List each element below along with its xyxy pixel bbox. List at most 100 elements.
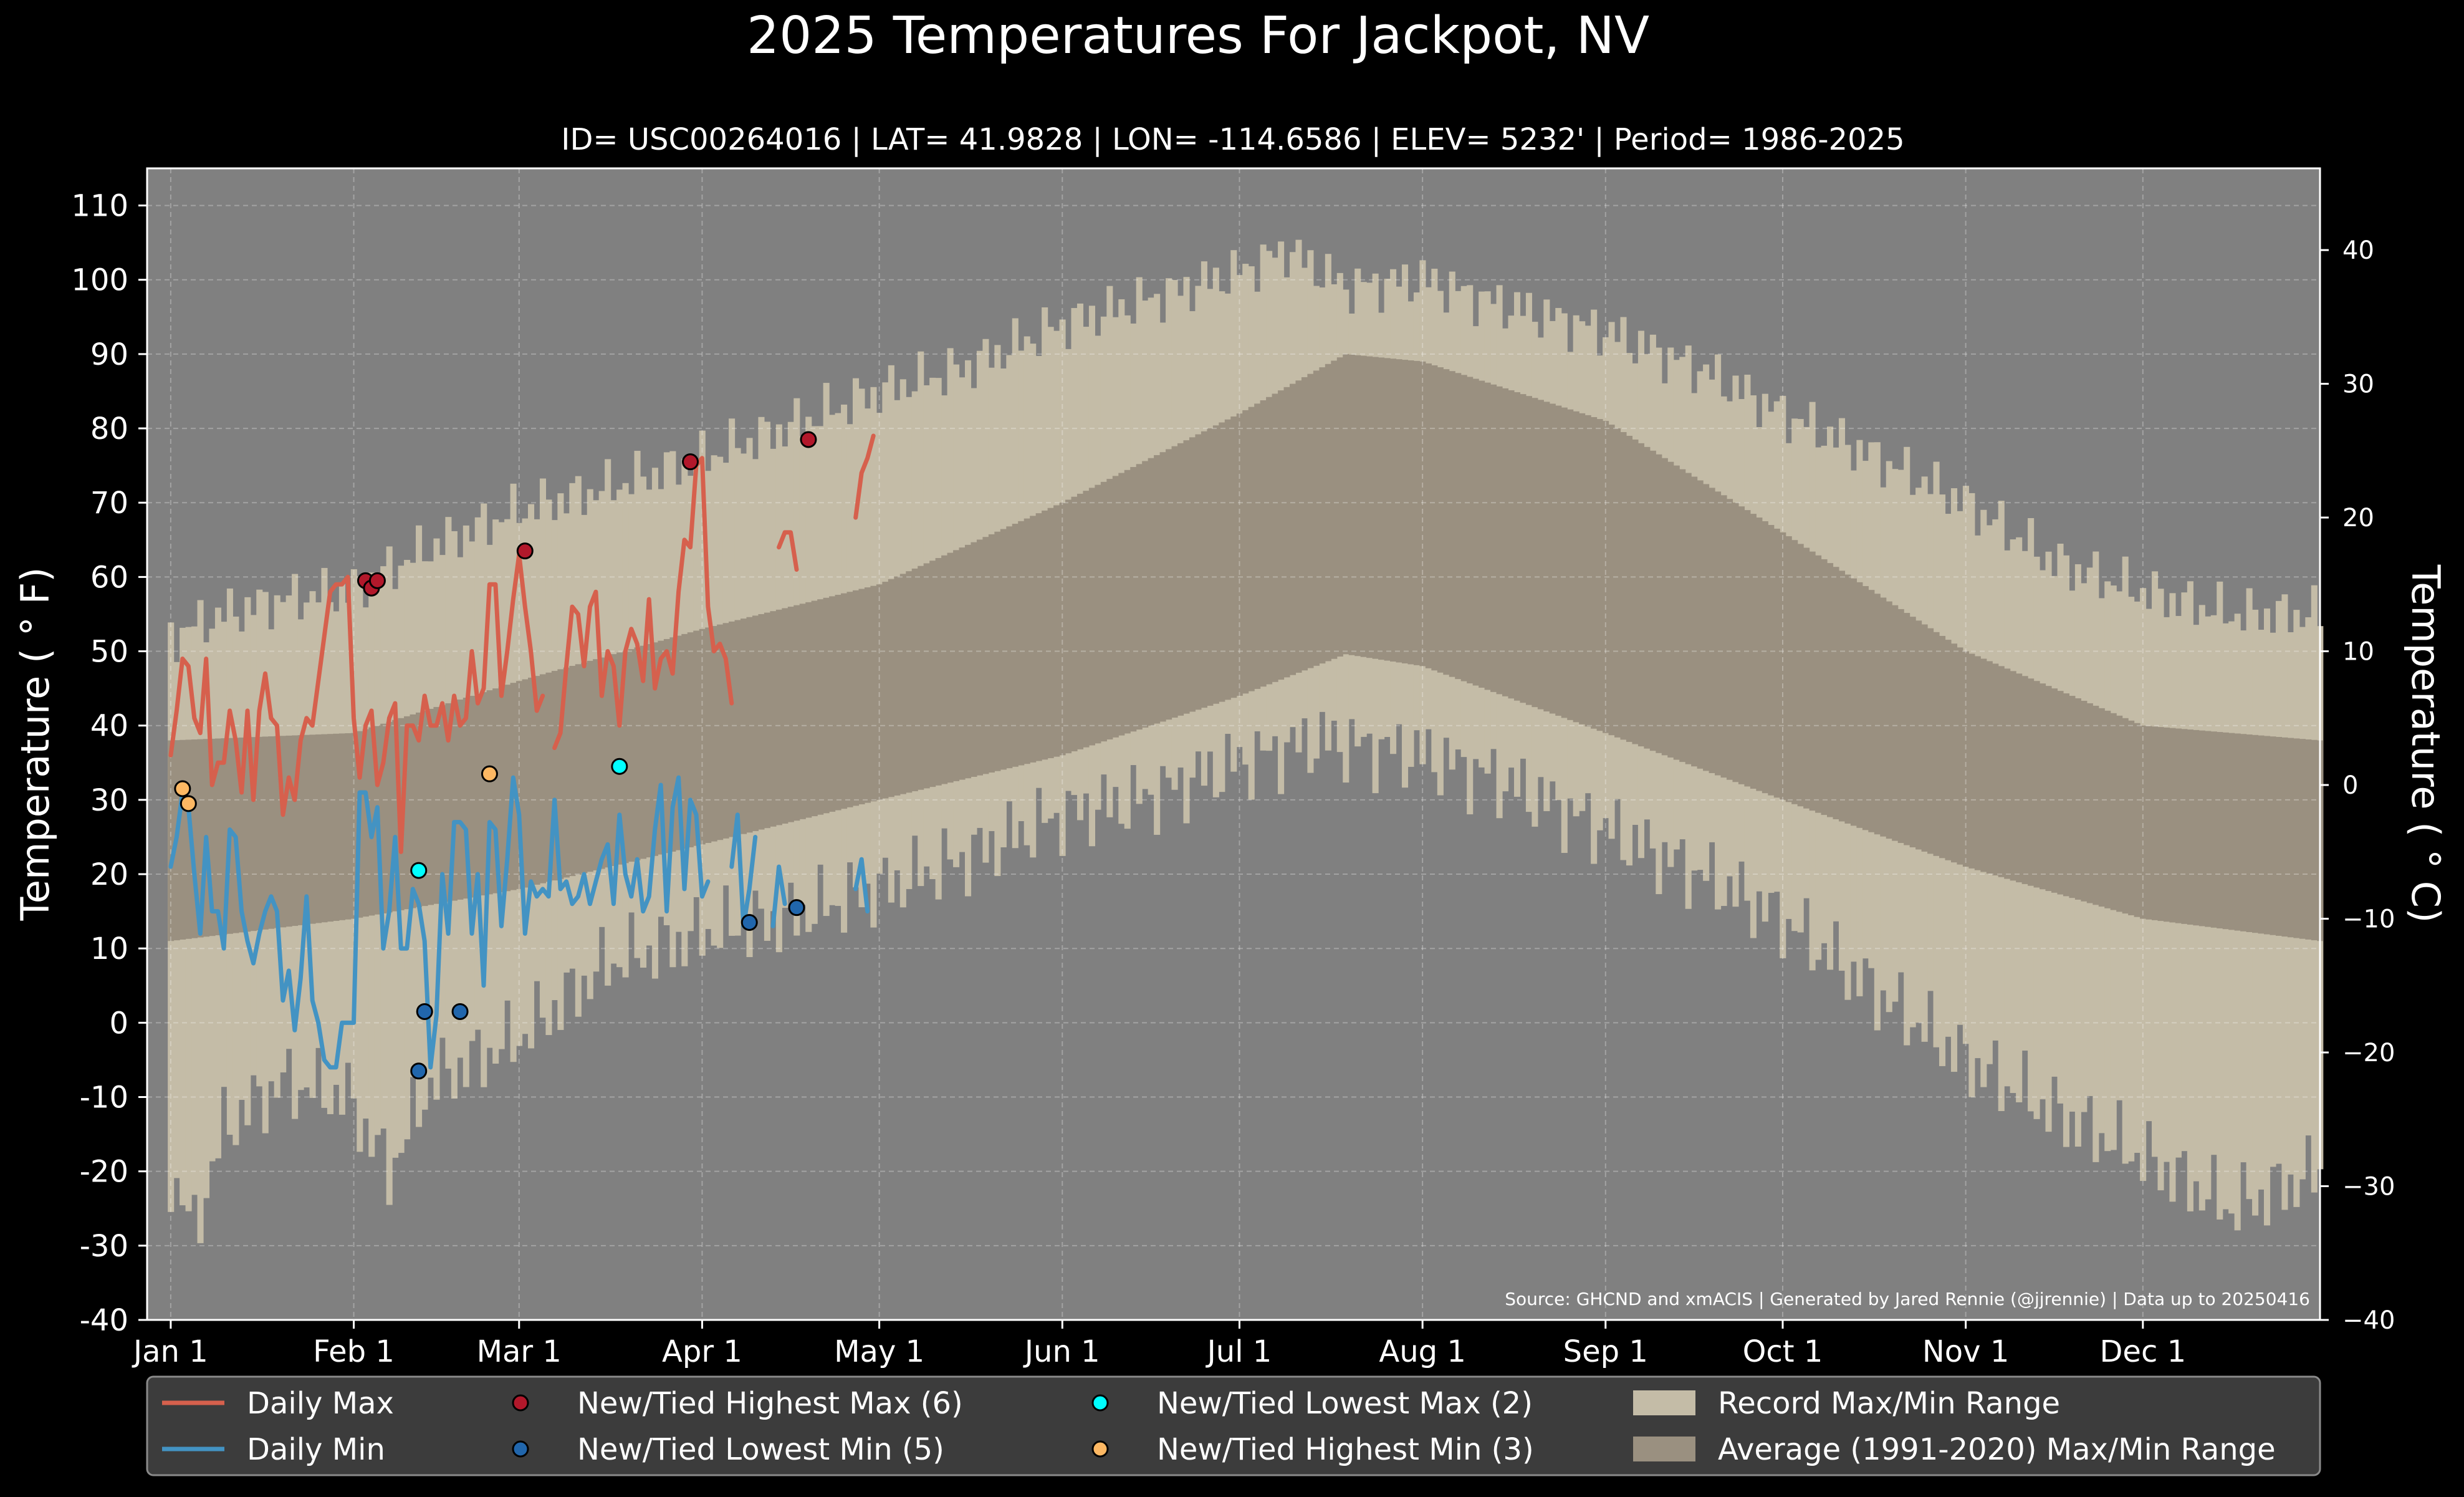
normal-range-bar	[1212, 425, 1219, 704]
normal-range-bar	[1006, 526, 1013, 769]
normal-range-bar	[2210, 731, 2217, 928]
normal-range-bar	[1183, 440, 1190, 714]
normal-range-bar	[410, 714, 416, 908]
normal-range-bar	[1803, 547, 1810, 809]
normal-range-bar	[1637, 443, 1644, 747]
legend-label: Record Max/Min Range	[1718, 1386, 2060, 1421]
legend-label: Daily Max	[247, 1386, 394, 1421]
normal-range-bar	[1591, 416, 1598, 729]
chart-title: 2025 Temperatures For Jackpot, NV	[747, 6, 1649, 65]
normal-range-bar	[2222, 732, 2229, 930]
record-marker	[611, 758, 628, 775]
y-tick-label: -40	[80, 1303, 128, 1338]
normal-range-bar	[2057, 691, 2064, 895]
normal-range-bar	[557, 669, 564, 879]
normal-range-bar	[775, 609, 782, 826]
normal-range-bar	[1738, 506, 1745, 784]
record-marker	[481, 765, 498, 782]
legend-label: New/Tied Highest Min (3)	[1157, 1432, 1534, 1467]
normal-range-bar	[2175, 728, 2182, 923]
daily-max-line	[168, 552, 545, 854]
legend-dot-swatch	[1091, 1440, 1109, 1458]
normal-range-bar	[640, 645, 647, 859]
normal-range-bar	[1472, 378, 1479, 686]
normal-range-bar	[516, 681, 523, 889]
normal-range-bar	[734, 620, 741, 836]
normal-range-bar	[214, 738, 222, 936]
normal-range-bar	[2134, 723, 2140, 917]
normal-range-bar	[1289, 383, 1297, 675]
normal-range-bar	[1236, 413, 1243, 696]
legend-patch-swatch	[1633, 1437, 1695, 1461]
normal-range-bar	[304, 734, 310, 925]
normal-range-bar	[362, 729, 369, 917]
normal-range-bar	[2193, 729, 2200, 926]
normal-range-bar	[1844, 574, 1851, 824]
y-tick-label: 110	[71, 189, 128, 224]
normal-range-bar	[345, 733, 352, 920]
normal-range-bar	[1124, 469, 1131, 734]
normal-range-bar	[2258, 735, 2265, 934]
legend-label: New/Tied Lowest Min (5)	[577, 1432, 944, 1467]
normal-range-bar	[1827, 563, 1834, 817]
normal-range-bar	[2128, 720, 2135, 915]
normal-range-bar	[563, 667, 570, 878]
normal-range-bar	[2270, 736, 2276, 935]
normal-range-bar	[1278, 390, 1285, 680]
normal-range-bar	[2063, 693, 2070, 897]
normal-range-bar	[846, 592, 853, 807]
normal-range-bar	[1396, 359, 1402, 663]
normal-range-bar	[1626, 435, 1633, 742]
y-tick-label: 0	[109, 1006, 128, 1041]
source-note: Source: GHCND and xmACIS | Generated by …	[1505, 1289, 2310, 1309]
normal-range-bar	[959, 547, 966, 780]
x-tick-label: Jan 1	[132, 1334, 208, 1369]
normal-range-bar	[262, 736, 269, 930]
normal-range-bar	[746, 617, 753, 833]
normal-range-bar	[675, 635, 682, 850]
normal-range-bar	[1431, 365, 1438, 671]
normal-range-bar	[280, 736, 287, 928]
normal-range-bar	[1272, 393, 1278, 682]
normal-range-bar	[1726, 499, 1733, 780]
normal-range-bar	[864, 587, 871, 803]
normal-range-bar	[817, 599, 824, 815]
normal-range-bar	[598, 657, 605, 869]
normal-range-bar	[1313, 370, 1320, 666]
normal-range-bar	[1880, 597, 1887, 837]
normal-range-bar	[2157, 727, 2164, 922]
normal-range-bar	[1413, 360, 1420, 665]
normal-range-bar	[1307, 373, 1314, 668]
y-tick-label-celsius: −10	[2342, 905, 2395, 934]
normal-range-bar	[1242, 410, 1249, 694]
normal-range-bar	[1136, 464, 1143, 730]
normal-range-bar	[605, 655, 611, 868]
normal-range-bar	[1945, 640, 1952, 860]
normal-range-bars	[168, 354, 2324, 941]
normal-range-bar	[894, 576, 901, 796]
normal-range-bar	[1785, 536, 1792, 802]
normal-range-bar	[787, 607, 794, 822]
normal-range-bar	[1142, 461, 1149, 728]
normal-range-bar	[1443, 369, 1450, 675]
record-marker	[788, 899, 805, 917]
normal-range-bar	[1042, 510, 1048, 760]
normal-range-bar	[1437, 367, 1444, 673]
normal-range-bar	[1425, 363, 1432, 668]
normal-range-bar	[699, 628, 706, 845]
normal-range-bar	[2145, 726, 2152, 920]
normal-range-bar	[2040, 683, 2046, 890]
normal-range-bar	[1118, 473, 1125, 736]
normal-range-bar	[1088, 488, 1095, 746]
normal-range-bar	[628, 649, 635, 862]
daily-max-line	[777, 530, 799, 572]
y-tick-label: 80	[90, 412, 128, 446]
normal-range-bar	[321, 734, 328, 923]
normal-range-bar	[1768, 524, 1775, 796]
normal-range-bar	[1537, 400, 1544, 710]
normal-range-bar	[2311, 739, 2318, 941]
normal-range-bar	[1856, 582, 1863, 828]
normal-range-bar	[976, 539, 984, 776]
normal-range-bar	[2228, 733, 2235, 930]
normal-range-bar	[1561, 407, 1568, 718]
